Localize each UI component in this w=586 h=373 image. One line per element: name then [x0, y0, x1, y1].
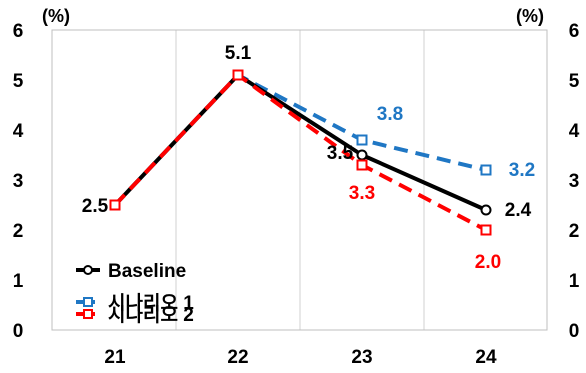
- data-point-scenario-2: [232, 69, 244, 81]
- y-tick-label-left: 3: [13, 171, 24, 192]
- data-label-scenario-1: 3.2: [509, 160, 535, 181]
- legend: Baseline 시나리오 1 시나리오 2: [76, 261, 194, 326]
- plot-frame: [51, 29, 548, 331]
- data-point-scenario-2: [356, 159, 368, 171]
- y-tick-label-right: 2: [569, 221, 580, 242]
- legend-marker-square-icon: [83, 297, 93, 307]
- y-tick-label-left: 6: [13, 21, 24, 42]
- y-tick-label-right: 3: [569, 171, 580, 192]
- y-tick-label-left: 0: [13, 321, 24, 342]
- data-point-scenario-2: [480, 224, 492, 236]
- x-axis: 21 22 23 24: [104, 347, 497, 368]
- legend-label-scenario-2: 시나리오 2: [108, 304, 194, 326]
- y-tick-label-right: 6: [569, 21, 580, 42]
- y-tick-label-right: 5: [569, 71, 580, 92]
- legend-item-scenario-1: 시나리오 1: [76, 292, 194, 314]
- data-label-scenario-2: 3.3: [349, 183, 375, 204]
- legend-item-baseline: Baseline: [76, 261, 186, 282]
- grid: [175, 30, 425, 330]
- data-label-baseline: 2.4: [505, 200, 532, 221]
- y-tick-label-left: 1: [13, 271, 24, 292]
- y-unit-left: (%): [42, 6, 70, 26]
- data-point-scenario-1: [356, 134, 368, 146]
- data-label-scenario-2: 2.0: [475, 252, 501, 273]
- legend-item-scenario-2: 시나리오 2: [76, 304, 194, 326]
- legend-marker-circle-icon: [83, 265, 93, 275]
- legend-marker-square-icon: [83, 309, 93, 319]
- data-label-baseline: 5.1: [225, 43, 252, 64]
- y-axis-left: 0 1 2 3 4 5 6: [13, 21, 24, 342]
- y-tick-label-right: 0: [569, 321, 580, 342]
- x-tick-label: 23: [351, 347, 372, 368]
- data-point-scenario-2: [109, 199, 121, 211]
- y-tick-label-left: 5: [13, 71, 24, 92]
- y-tick-label-left: 4: [13, 121, 24, 142]
- data-label-scenario-1: 3.8: [377, 104, 403, 125]
- x-tick-label: 22: [227, 347, 248, 368]
- y-tick-label-right: 4: [569, 121, 580, 142]
- series-layer: [109, 69, 492, 236]
- y-tick-label-left: 2: [13, 221, 24, 242]
- series-line-scenario-2: [113, 73, 487, 232]
- legend-label-baseline: Baseline: [108, 261, 186, 282]
- x-tick-label: 24: [475, 347, 497, 368]
- data-point-baseline: [356, 149, 368, 161]
- data-point-scenario-1: [480, 164, 492, 176]
- y-tick-label-right: 1: [569, 271, 580, 292]
- data-label-baseline: 2.5: [82, 196, 109, 217]
- legend-label-scenario-1: 시나리오 1: [108, 292, 194, 314]
- data-label-baseline: 3.5: [327, 143, 354, 164]
- data-point-baseline: [480, 204, 492, 216]
- x-tick-label: 21: [104, 347, 126, 368]
- data-labels: 2.5 5.1 3.5 2.4 3.8 3.2 3.3 2.0: [82, 43, 535, 273]
- y-unit-right: (%): [516, 6, 544, 26]
- y-axis-right: 0 1 2 3 4 5 6: [569, 21, 580, 342]
